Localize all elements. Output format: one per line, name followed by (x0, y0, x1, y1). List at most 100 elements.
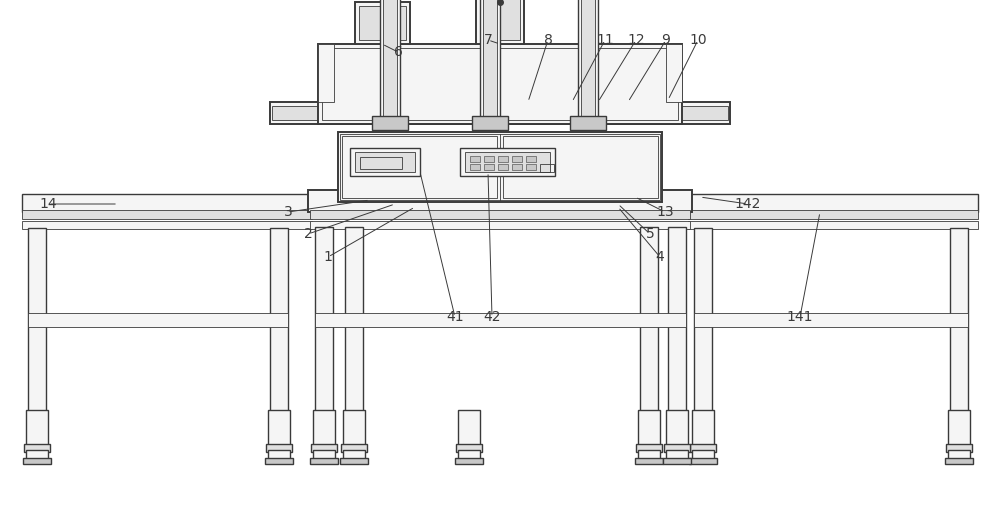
Polygon shape (558, 152, 570, 202)
Text: 7: 7 (484, 33, 492, 47)
Text: 41: 41 (446, 310, 464, 324)
Bar (22, 221, 312, 229)
Bar (498, 164, 508, 170)
Bar (581, 0, 595, 119)
Bar (355, 152, 415, 172)
Bar (372, 116, 408, 130)
Bar (24, 444, 50, 452)
Bar (28, 313, 288, 327)
Bar (308, 190, 692, 212)
Bar (694, 313, 968, 327)
Bar (22, 194, 312, 212)
Bar (313, 450, 335, 460)
Bar (265, 458, 293, 464)
Bar (310, 458, 338, 464)
Bar (380, 0, 400, 122)
Bar (640, 227, 658, 412)
Text: 11: 11 (596, 33, 614, 47)
Bar (318, 44, 334, 102)
Bar (268, 410, 290, 446)
Text: 5: 5 (646, 227, 654, 241)
Bar (946, 444, 972, 452)
Bar (26, 410, 48, 446)
Bar (664, 444, 690, 452)
Bar (458, 450, 480, 460)
Bar (526, 164, 536, 170)
Bar (688, 221, 978, 229)
Bar (540, 164, 554, 172)
Bar (355, 2, 410, 44)
Polygon shape (408, 152, 420, 202)
Bar (476, 0, 524, 44)
Bar (341, 444, 367, 452)
Bar (359, 6, 406, 40)
Bar (350, 148, 420, 176)
Text: 8: 8 (544, 33, 552, 47)
Text: 142: 142 (735, 197, 761, 211)
Bar (688, 210, 978, 219)
Bar (470, 156, 480, 162)
Text: 141: 141 (787, 310, 813, 324)
Bar (266, 444, 292, 452)
Bar (692, 410, 714, 446)
Bar (470, 164, 480, 170)
Bar (310, 210, 690, 219)
Bar (460, 148, 555, 176)
Bar (503, 136, 658, 198)
Bar (456, 444, 482, 452)
Bar (268, 450, 290, 460)
Bar (635, 458, 663, 464)
Text: 2: 2 (304, 227, 312, 241)
Bar (636, 444, 662, 452)
Text: 13: 13 (656, 205, 674, 219)
Bar (666, 44, 682, 102)
Bar (663, 458, 691, 464)
Bar (668, 227, 686, 412)
Bar (28, 228, 46, 412)
Bar (484, 156, 494, 162)
Bar (313, 410, 335, 446)
Bar (465, 152, 550, 172)
Bar (270, 102, 730, 124)
Bar (480, 0, 520, 40)
Bar (322, 48, 678, 120)
Bar (338, 132, 662, 202)
Polygon shape (606, 152, 618, 202)
Bar (458, 410, 480, 446)
Bar (343, 450, 365, 460)
Text: 14: 14 (39, 197, 57, 211)
Bar (315, 227, 333, 412)
Bar (483, 0, 497, 119)
Bar (318, 44, 682, 124)
Bar (311, 444, 337, 452)
Bar (694, 228, 712, 412)
Bar (343, 410, 365, 446)
Text: 10: 10 (689, 33, 707, 47)
Text: 42: 42 (483, 310, 501, 324)
Bar (570, 116, 606, 130)
Bar (345, 227, 363, 412)
Bar (578, 0, 598, 122)
Polygon shape (508, 152, 520, 202)
Bar (526, 156, 536, 162)
Bar (689, 458, 717, 464)
Bar (22, 210, 312, 219)
Text: 12: 12 (627, 33, 645, 47)
Bar (272, 106, 728, 120)
Polygon shape (360, 152, 372, 202)
Text: 1: 1 (324, 250, 332, 264)
Bar (945, 458, 973, 464)
Bar (638, 410, 660, 446)
Text: 9: 9 (662, 33, 670, 47)
Bar (688, 194, 978, 212)
Bar (315, 313, 686, 327)
Bar (23, 458, 51, 464)
Bar (690, 444, 716, 452)
Bar (950, 228, 968, 412)
Bar (498, 156, 508, 162)
Text: 6: 6 (394, 45, 402, 59)
Bar (484, 164, 494, 170)
Bar (455, 458, 483, 464)
Bar (340, 134, 660, 200)
Bar (270, 228, 288, 412)
